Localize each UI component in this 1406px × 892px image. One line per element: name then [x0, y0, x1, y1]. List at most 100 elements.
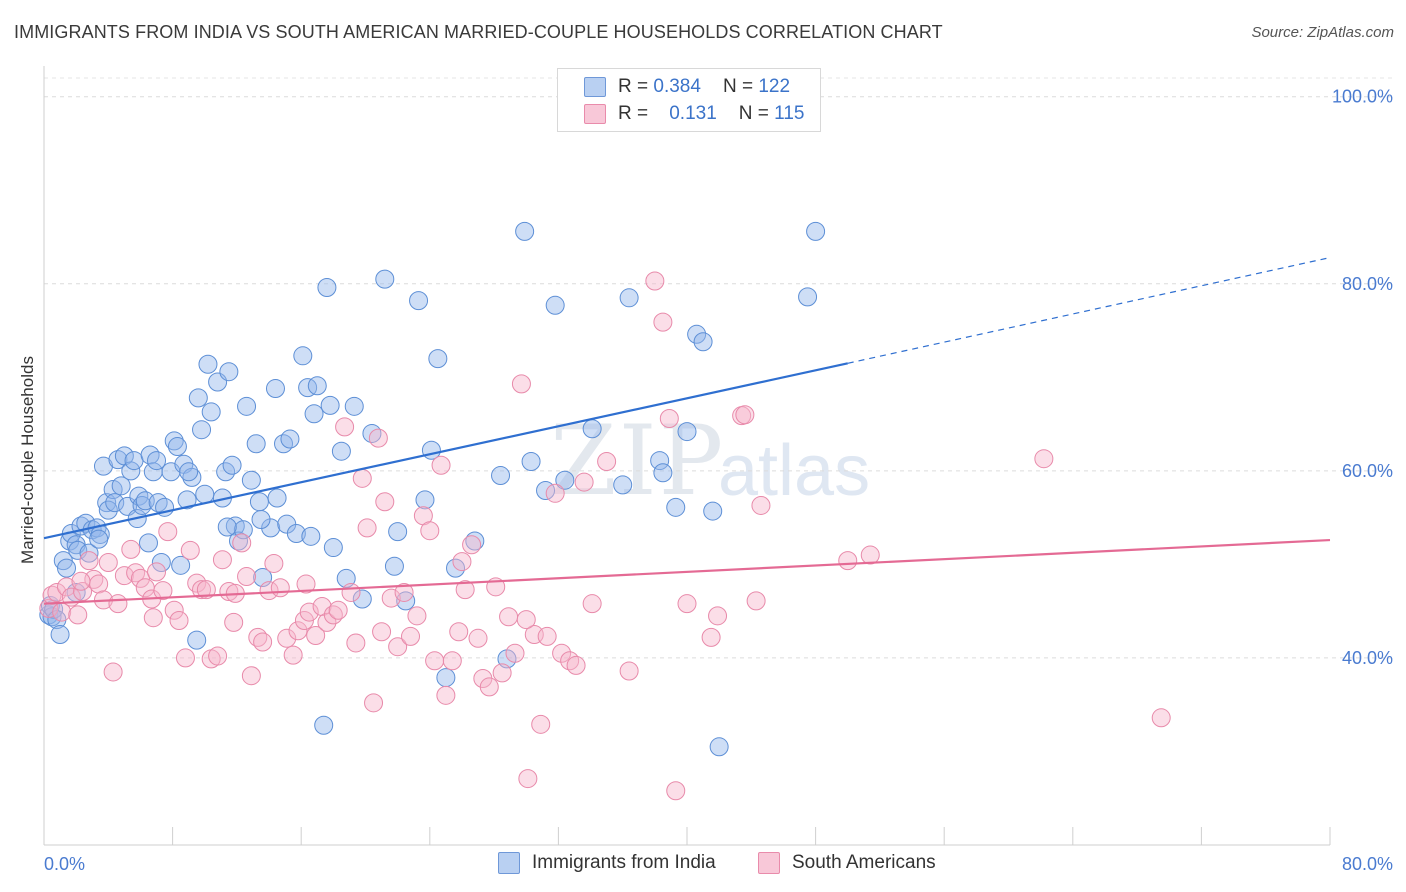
- india-point: [192, 420, 212, 440]
- south-american-point: [746, 591, 766, 611]
- stats-n-label: N =: [738, 103, 769, 124]
- india-point: [241, 470, 261, 490]
- legend-item-south-americans[interactable]: South Americans: [758, 852, 936, 874]
- india-point: [147, 451, 167, 471]
- south-american-point: [130, 568, 150, 588]
- south-american-point: [388, 637, 408, 657]
- legend-label-south-americans: South Americans: [792, 852, 936, 873]
- y-tick-label: 80.0%: [1342, 274, 1393, 294]
- south-american-point: [597, 452, 617, 471]
- india-point: [79, 543, 99, 563]
- south-american-point: [462, 535, 482, 555]
- india-point: [217, 517, 237, 537]
- south-american-point: [582, 594, 602, 614]
- india-point: [375, 269, 395, 289]
- south-american-point: [283, 645, 303, 665]
- stats-swatch-south-americans: [584, 104, 606, 124]
- stats-swatch-india: [584, 77, 606, 97]
- south-american-point: [574, 472, 594, 492]
- south-american-point: [1034, 449, 1054, 469]
- south-american-point: [368, 428, 388, 448]
- south-american-point: [73, 582, 93, 602]
- y-tick-label: 100.0%: [1332, 87, 1393, 107]
- south-american-point: [751, 495, 771, 515]
- y-tick-label: 40.0%: [1342, 648, 1393, 668]
- india-point: [179, 462, 199, 482]
- south-american-point: [420, 521, 440, 541]
- south-american-point: [175, 648, 195, 668]
- india-point: [108, 450, 128, 470]
- india-point: [555, 470, 575, 490]
- source-label: Source: ZipAtlas.com: [1251, 24, 1394, 41]
- india-point: [251, 509, 271, 529]
- india-point: [222, 455, 242, 475]
- india-point: [415, 490, 435, 510]
- stats-r-label: R =: [618, 103, 649, 124]
- south-american-point: [516, 610, 536, 630]
- legend-swatch-south-americans: [758, 852, 780, 874]
- legend-label-india: Immigrants from India: [532, 852, 716, 873]
- south-american-point: [659, 408, 679, 428]
- india-point: [465, 531, 485, 551]
- india-point: [314, 715, 334, 735]
- x-tick-label: 80.0%: [1342, 854, 1393, 874]
- south-american-point: [114, 566, 134, 586]
- india-point: [653, 463, 673, 483]
- south-american-point: [653, 312, 673, 332]
- india-point: [219, 362, 239, 382]
- india-point: [121, 461, 141, 481]
- south-american-point: [619, 661, 639, 681]
- south-american-point: [566, 655, 586, 675]
- india-point: [384, 556, 404, 576]
- india-point: [105, 493, 125, 513]
- south-american-point: [479, 677, 499, 697]
- south-american-point: [545, 483, 565, 503]
- india-point: [307, 376, 327, 396]
- south-american-point: [224, 612, 244, 632]
- south-american-point: [537, 626, 557, 646]
- stats-row-india: R = 0.384 N = 122: [558, 74, 790, 100]
- south-american-point: [196, 580, 216, 600]
- south-american-point: [180, 540, 200, 560]
- india-point: [806, 221, 826, 241]
- south-american-point: [666, 781, 686, 801]
- south-american-point: [511, 374, 531, 394]
- india-trend-line-extension: [847, 257, 1331, 364]
- south-american-point: [264, 553, 284, 573]
- india-point: [198, 354, 218, 374]
- india-point: [344, 396, 364, 416]
- south-american-point: [270, 578, 290, 598]
- india-point: [336, 568, 356, 588]
- south-american-point: [158, 522, 178, 542]
- y-tick-label: 60.0%: [1342, 461, 1393, 481]
- south-american-point: [296, 574, 316, 594]
- stats-r-label: R =: [618, 76, 649, 97]
- stats-r-value: 0.131: [669, 103, 717, 124]
- south-american-point: [708, 606, 728, 626]
- india-point: [261, 518, 281, 538]
- stats-box: R = 0.384 N = 122 R = 0.131 N = 115: [557, 68, 821, 132]
- india-point: [89, 529, 109, 549]
- india-point: [515, 221, 535, 241]
- south-american-point: [253, 632, 273, 652]
- india-point: [201, 402, 221, 422]
- south-american-point: [401, 626, 421, 646]
- legend-swatch-india: [498, 852, 520, 874]
- south-american-point: [381, 588, 401, 608]
- india-point: [124, 451, 144, 471]
- south-american-point: [552, 643, 572, 663]
- south-american-point: [677, 594, 697, 614]
- india-point: [323, 538, 343, 558]
- south-american-point: [208, 646, 228, 666]
- south-american-point: [352, 468, 372, 488]
- south-american-point: [442, 651, 462, 671]
- india-point: [491, 466, 511, 486]
- india-point: [267, 488, 287, 508]
- south-american-point: [103, 662, 123, 682]
- south-american-point: [143, 608, 163, 628]
- india-point: [164, 431, 184, 451]
- south-american-point: [431, 455, 451, 475]
- legend-item-india[interactable]: Immigrants from India: [498, 852, 716, 874]
- india-point: [545, 295, 565, 315]
- india-point: [331, 441, 351, 461]
